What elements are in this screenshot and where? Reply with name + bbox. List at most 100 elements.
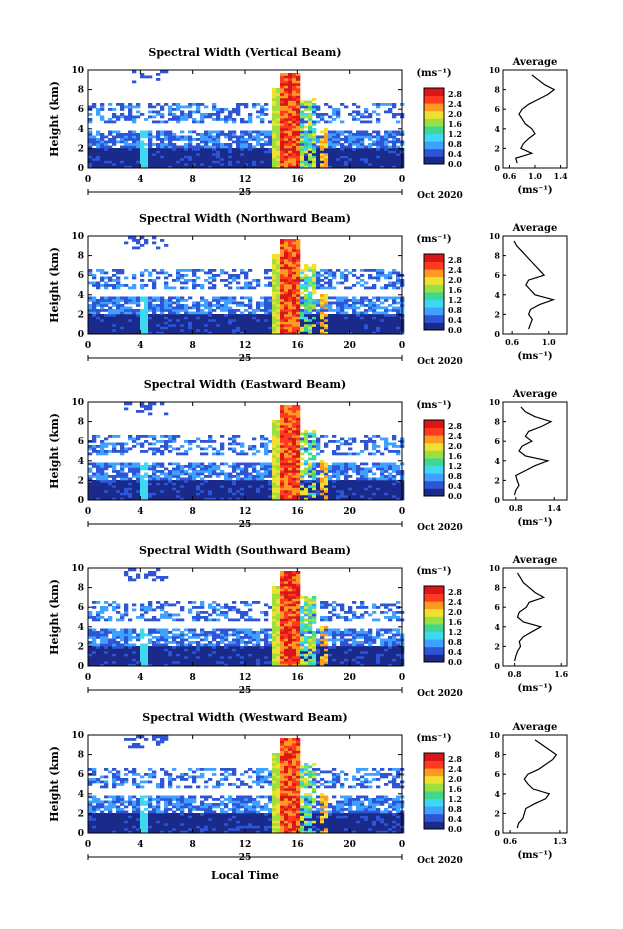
heatmap-cell: [284, 274, 289, 277]
heatmap-cell: [360, 487, 365, 491]
colorbar-tick-label: 2.4: [448, 265, 462, 275]
heatmap-cell: [324, 140, 329, 144]
heatmap-cell: [328, 306, 333, 310]
heatmap-cell: [312, 299, 317, 302]
heatmap-cell: [164, 497, 169, 501]
heatmap-cell: [196, 316, 201, 320]
heatmap-cell: [96, 646, 101, 649]
heatmap-cell: [144, 487, 149, 491]
heatmap-cell: [292, 492, 297, 496]
heatmap-cell: [100, 472, 105, 476]
heatmap-cell: [180, 309, 185, 312]
heatmap-cell: [292, 415, 297, 418]
heatmap-cell: [248, 163, 253, 166]
heatmap-cell: [300, 271, 305, 275]
heatmap-cell: [316, 138, 321, 141]
heatmap-cell: [112, 467, 117, 471]
heatmap-cell: [308, 299, 313, 302]
heatmap-cell: [244, 480, 249, 483]
heatmap-cell: [168, 321, 173, 325]
heatmap-cell: [216, 145, 221, 149]
heatmap-cell: [268, 440, 273, 443]
heatmap-cell: [184, 153, 189, 156]
heatmap-cell: [340, 319, 345, 322]
heatmap-cell: [180, 113, 185, 116]
heatmap-cell: [96, 304, 101, 307]
heatmap-cell: [356, 316, 361, 320]
heatmap-cell: [120, 658, 125, 662]
heatmap-cell: [196, 165, 201, 169]
heatmap-cell: [288, 239, 293, 242]
heatmap-cell: [228, 153, 233, 156]
heatmap-cell: [232, 435, 237, 438]
heatmap-cell: [124, 611, 129, 614]
heatmap-cell: [168, 324, 173, 327]
heatmap-cell: [92, 316, 97, 320]
heatmap-cell: [344, 138, 349, 141]
heatmap-cell: [224, 497, 229, 501]
heatmap-cell: [100, 440, 105, 443]
heatmap-cell: [384, 160, 389, 164]
heatmap-cell: [356, 495, 361, 498]
heatmap-cell: [384, 133, 389, 136]
heatmap-cell: [108, 442, 113, 446]
heatmap-cell: [264, 495, 269, 498]
heatmap-cell: [200, 490, 205, 493]
heatmap-cell: [104, 648, 109, 652]
heatmap-cell: [312, 457, 317, 461]
heatmap-cell: [268, 165, 273, 169]
heatmap-cell: [272, 309, 277, 312]
heatmap-cell: [220, 462, 225, 466]
heatmap-cell: [360, 470, 365, 473]
heatmap-cell: [284, 259, 289, 262]
heatmap-cell: [276, 480, 281, 483]
heatmap-cell: [288, 477, 293, 481]
heatmap-cell: [164, 299, 169, 302]
heatmap-cell: [88, 296, 93, 300]
heatmap-cell: [296, 264, 301, 267]
heatmap-cell: [356, 301, 361, 305]
heatmap-cell: [336, 485, 341, 488]
heatmap-cell: [228, 115, 233, 119]
heatmap-cell: [284, 407, 289, 411]
heatmap-cell: [100, 158, 105, 161]
heatmap-cell: [356, 160, 361, 164]
heatmap-cell: [152, 165, 157, 169]
heatmap-cell: [380, 145, 385, 149]
heatmap-cell: [288, 123, 293, 126]
heatmap-cell: [220, 319, 225, 322]
heatmap-cell: [196, 445, 201, 448]
heatmap-cell: [232, 324, 237, 327]
heatmap-cell: [176, 311, 181, 315]
heatmap-cell: [184, 440, 189, 443]
heatmap-cell: [392, 281, 397, 285]
heatmap-cell: [296, 90, 301, 94]
heatmap-cell: [328, 309, 333, 312]
heatmap-cell: [176, 467, 181, 471]
heatmap-cell: [240, 482, 245, 486]
heatmap-cell: [304, 286, 309, 290]
heatmap-cell: [372, 150, 377, 154]
heatmap-cell: [100, 148, 105, 151]
heatmap-cell: [396, 286, 401, 290]
heatmap-cell: [364, 286, 369, 290]
heatmap-cell: [328, 487, 333, 491]
heatmap-cell: [248, 150, 253, 154]
heatmap-cell: [244, 462, 249, 466]
heatmap-cell: [92, 140, 97, 144]
heatmap-cell: [196, 314, 201, 317]
heatmap-cell: [292, 259, 297, 262]
colorbar-swatch: [424, 488, 444, 497]
heatmap-cell: [352, 324, 357, 327]
heatmap-cell: [332, 324, 337, 327]
heatmap-cell: [140, 163, 145, 166]
heatmap-cell: [268, 160, 273, 164]
heatmap-cell: [276, 130, 281, 134]
heatmap-cell: [228, 477, 233, 481]
heatmap-cell: [316, 304, 321, 307]
heatmap-cell: [136, 314, 141, 317]
heatmap-cell: [324, 316, 329, 320]
heatmap-cell: [100, 329, 105, 332]
heatmap-cell: [148, 329, 153, 332]
heatmap-cell: [316, 279, 321, 282]
